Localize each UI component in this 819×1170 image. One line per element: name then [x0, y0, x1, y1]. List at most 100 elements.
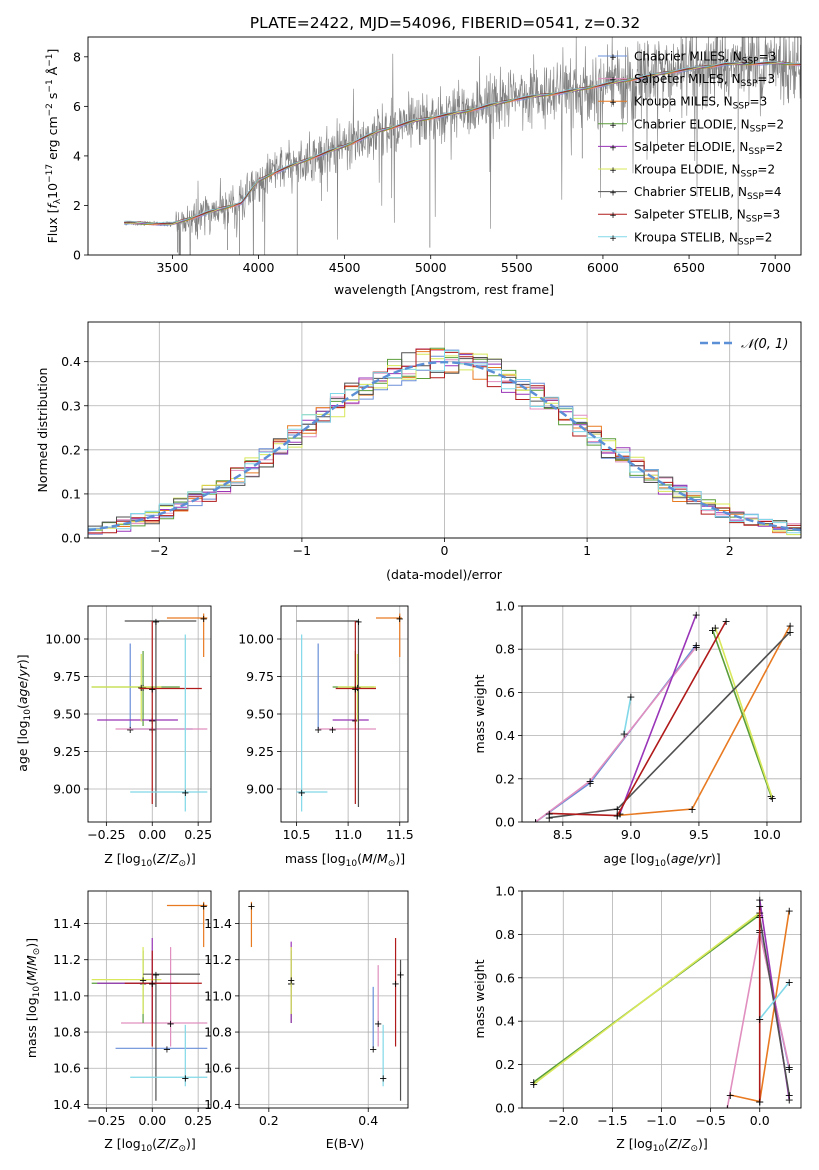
y-tick-label: 0.8: [495, 642, 515, 657]
data-point-marker: +: [785, 1089, 794, 1102]
error-bar: +: [374, 965, 382, 1047]
x-tick-label: −1.0: [646, 1113, 676, 1128]
series-line: [535, 646, 697, 822]
x-tick-label: −0.25: [87, 827, 125, 842]
error-bar-marker: +: [396, 970, 404, 981]
grid: [522, 605, 801, 823]
mass-vs-ebv-panel: +++++++++ 0.2 0.4 10.4 10.6 10.8 11.0 11.2 11.4 E…: [204, 890, 409, 1151]
error-bar: +: [166, 613, 208, 657]
axes-frame: −2.0 −1.5 −1.0 −0.5 0.0 0.0 0.2 0.4 0.6 0.8 1.0: [495, 884, 802, 1128]
y-tick-label: 9.75: [246, 669, 274, 684]
y-tick-label: 0.0: [495, 815, 515, 830]
legend-label: Kroupa ELODIE, NSSP=2: [634, 163, 775, 180]
figure-title: PLATE=2422, MJD=54096, FIBERID=0541, z=0…: [250, 14, 640, 32]
data-point-marker: +: [722, 615, 731, 628]
gaussian-reference-curve: [88, 360, 801, 532]
y-tick-label: 9.25: [53, 744, 81, 759]
error-bar: +: [287, 947, 295, 1014]
series-line: [617, 625, 791, 817]
error-bar-marker: +: [126, 725, 134, 736]
series-group: ++: [711, 622, 777, 806]
error-bar: +: [314, 643, 322, 736]
error-bar: +: [126, 643, 193, 736]
y-tick-label: 0.6: [495, 685, 515, 700]
y-tick-label: 1.0: [495, 599, 515, 614]
error-bar-marker: +: [328, 725, 336, 736]
data-point-marker: +: [785, 905, 794, 918]
x-tick-label: 4000: [243, 260, 275, 275]
x-axis-label: Z [log10(Z/Z⊙)]: [616, 1136, 708, 1154]
error-bar-marker: +: [139, 976, 147, 987]
error-bar-marker: +: [152, 617, 160, 628]
axes-frame: 3500 4000 4500 5000 5500 6000 6500 7000 0 2 4 6 8: [73, 36, 802, 275]
data-point-marker: +: [755, 1013, 764, 1026]
x-tick-label: 0.2: [259, 1113, 279, 1128]
y-tick-label: 2: [73, 198, 81, 213]
error-bar: +: [115, 1044, 208, 1055]
residual-histogram: [88, 350, 801, 538]
y-axis-label: mass weight: [472, 959, 487, 1038]
residuals-panel: −2 −1 0 1 2 0.0 0.1 0.2 0.3 0.4 𝒩(0, 1) (data-model…: [35, 321, 802, 582]
residual-histogram: [88, 348, 801, 538]
y-tick-label: 9.75: [53, 669, 81, 684]
grid: [88, 891, 211, 1108]
error-bar: +: [124, 950, 202, 1047]
y-tick-label: 6: [73, 99, 81, 114]
error-bar: +: [139, 621, 202, 804]
error-bar-marker: +: [297, 788, 305, 799]
error-bar: +: [319, 725, 376, 736]
error-bar: +: [91, 947, 162, 1014]
y-axis-label: age [log10(age/yr)]: [15, 654, 33, 771]
series-line: [759, 981, 790, 1020]
series-line: [714, 627, 774, 799]
axes-border: [521, 605, 802, 823]
axes-frame: 10.5 11.0 11.5 9.00 9.25 9.50 9.75 10.00: [238, 605, 414, 842]
y-tick-label: 11.0: [204, 988, 232, 1003]
error-bar: +: [296, 634, 328, 812]
spectrum-panel: 3500 4000 4500 5000 5500 6000 6500 7000 0 2 4 6 8 wav…: [45, 36, 802, 297]
data-point-marker: +: [529, 1076, 538, 1089]
y-tick-label: 10.4: [53, 1097, 81, 1112]
error-bar-marker: +: [166, 1019, 174, 1030]
y-axis-label: mass weight: [472, 674, 487, 753]
legend-marker: +: [609, 98, 617, 108]
error-bar-marker: +: [148, 979, 156, 990]
error-bar-marker: +: [374, 1019, 382, 1030]
error-bar: +: [121, 947, 208, 1047]
y-tick-label: 10.00: [238, 632, 274, 647]
error-bar-marker: +: [354, 617, 362, 628]
legend-marker: +: [609, 76, 617, 86]
error-bar-marker: +: [247, 901, 255, 912]
model-spectrum: [124, 61, 801, 224]
legend-marker: +: [609, 234, 617, 244]
y-tick-label: 9.00: [246, 782, 274, 797]
legend-marker: +: [609, 143, 617, 153]
data-point-marker: +: [786, 626, 795, 639]
data-point-marker: +: [755, 900, 764, 913]
error-bar-marker: +: [148, 685, 156, 696]
x-tick-label: −0.5: [695, 1113, 725, 1128]
axes-border: [238, 890, 409, 1109]
x-tick-label: 0.25: [184, 827, 212, 842]
x-tick-label: 0.0: [750, 1113, 770, 1128]
x-tick-label: 2: [726, 543, 734, 558]
y-tick-label: 11.4: [53, 916, 81, 931]
legend-label: Chabrier ELODIE, NSSP=2: [634, 117, 784, 134]
series-line: [619, 614, 697, 814]
error-bar: +: [124, 617, 197, 807]
legend-label: Salpeter STELIB, NSSP=3: [634, 208, 780, 225]
legend-marker: +: [609, 121, 617, 131]
x-tick-label: 0.00: [138, 827, 166, 842]
y-tick-label: 10.8: [53, 1025, 81, 1040]
y-tick-label: 9.50: [246, 707, 274, 722]
legend-marker: +: [609, 211, 617, 221]
error-bar-marker: +: [181, 788, 189, 799]
error-bar-marker: +: [199, 901, 207, 912]
series-line: [711, 629, 772, 797]
data-point-marker: +: [785, 976, 794, 989]
y-axis-label: mass [log10(M/M⊙)]: [24, 938, 42, 1058]
data-point-marker: +: [613, 803, 622, 816]
data-point-marker: +: [786, 619, 795, 632]
series-group: +++: [545, 626, 795, 822]
series-group: +++: [531, 641, 701, 822]
